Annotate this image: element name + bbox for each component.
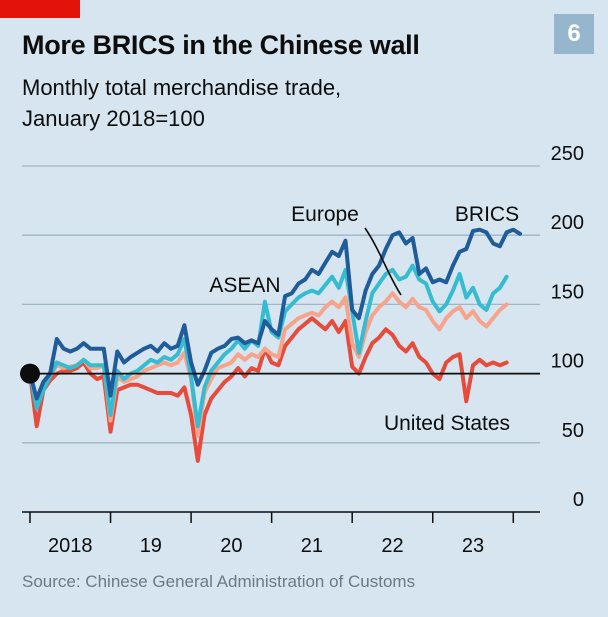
series-line-united-states — [28, 316, 509, 463]
x-tick-label-23: 23 — [462, 535, 484, 557]
series-lines — [28, 227, 522, 463]
chart-number-badge: 6 — [554, 14, 594, 54]
x-tick-label-20: 20 — [220, 535, 242, 557]
subtitle-line-2: January 2018=100 — [22, 106, 205, 131]
y-tick-0: 0 — [573, 489, 584, 511]
y-tick-50: 50 — [562, 420, 584, 442]
annotations: Europe BRICS ASEAN United States — [20, 203, 540, 435]
y-tick-100: 100 — [551, 351, 584, 373]
source-note: Source: Chinese General Administration o… — [22, 572, 416, 591]
brand-red-tag — [0, 0, 80, 18]
baseline-dot — [20, 363, 40, 384]
y-tick-200: 200 — [551, 212, 584, 234]
series-label-brics: BRICS — [455, 203, 519, 226]
series-line-asean — [28, 263, 509, 429]
y-tick-250: 250 — [551, 143, 584, 165]
series-label-europe: Europe — [291, 203, 359, 226]
x-tick-label-21: 21 — [301, 535, 323, 557]
grid-lines — [22, 165, 540, 444]
chart-title: More BRICS in the Chinese wall — [22, 30, 420, 60]
series-line-brics — [28, 227, 522, 401]
x-tick-label-2018: 2018 — [48, 535, 93, 557]
x-tick-label-19: 19 — [140, 535, 162, 557]
series-label-united-states: United States — [384, 412, 510, 435]
y-axis-tick-labels: 0 50 100 150 200 250 — [551, 143, 584, 511]
x-tick-label-22: 22 — [381, 535, 403, 557]
chart-subtitle: Monthly total merchandise trade, January… — [22, 72, 542, 134]
x-axis: 2018 19 20 21 22 23 — [22, 511, 540, 557]
y-tick-150: 150 — [551, 281, 584, 303]
series-label-asean: ASEAN — [209, 274, 280, 297]
subtitle-line-1: Monthly total merchandise trade, — [22, 75, 342, 100]
europe-leader-line — [364, 227, 402, 296]
